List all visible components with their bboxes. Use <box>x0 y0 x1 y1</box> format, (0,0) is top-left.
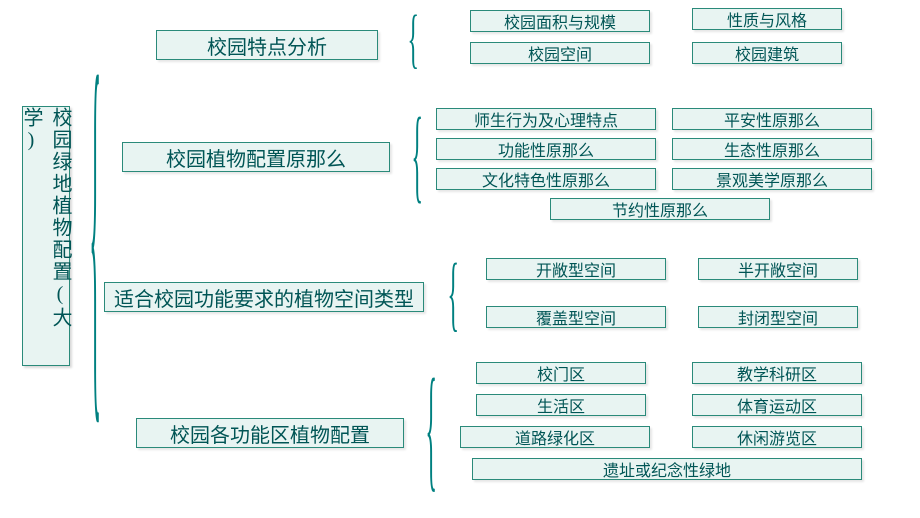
leaf-1-5: 景观美学原那么 <box>672 168 872 190</box>
branch-brace-2: { <box>438 256 468 336</box>
branch-brace-3: { <box>416 362 446 502</box>
leaf-1-4: 文化特色性原那么 <box>436 168 656 190</box>
leaf-3-1: 教学科研区 <box>692 362 862 384</box>
leaf-2-1: 半开敞空间 <box>698 258 858 280</box>
leaf-1-0: 师生行为及心理特点 <box>436 108 656 130</box>
leaf-2-3: 封闭型空间 <box>698 306 858 328</box>
leaf-3-2: 生活区 <box>476 394 646 416</box>
leaf-0-3: 校园建筑 <box>692 42 842 64</box>
leaf-1-6: 节约性原那么 <box>550 198 770 220</box>
leaf-1-3: 生态性原那么 <box>672 138 872 160</box>
leaf-3-6: 遗址或纪念性绿地 <box>472 458 862 480</box>
leaf-2-0: 开敞型空间 <box>486 258 666 280</box>
leaf-3-3: 体育运动区 <box>692 394 862 416</box>
leaf-2-2: 覆盖型空间 <box>486 306 666 328</box>
branch-brace-1: { <box>402 108 432 208</box>
root-node: 校园绿地植物配置(大学) <box>22 106 70 366</box>
leaf-0-0: 校园面积与规模 <box>470 10 650 32</box>
branch-2: 适合校园功能要求的植物空间类型 <box>104 282 424 312</box>
root-brace: { <box>80 30 110 450</box>
leaf-3-5: 休闲游览区 <box>692 426 862 448</box>
branch-brace-0: { <box>398 10 428 70</box>
leaf-0-2: 校园空间 <box>470 42 650 64</box>
leaf-1-1: 平安性原那么 <box>672 108 872 130</box>
leaf-1-2: 功能性原那么 <box>436 138 656 160</box>
leaf-3-0: 校门区 <box>476 362 646 384</box>
leaf-0-1: 性质与风格 <box>692 8 842 30</box>
branch-3: 校园各功能区植物配置 <box>136 418 404 448</box>
branch-0: 校园特点分析 <box>156 30 378 60</box>
branch-1: 校园植物配置原那么 <box>122 142 390 172</box>
leaf-3-4: 道路绿化区 <box>460 426 650 448</box>
